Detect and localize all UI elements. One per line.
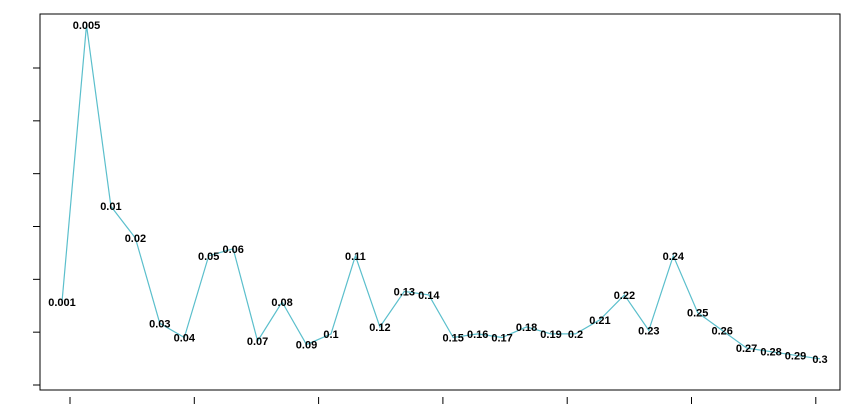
y-axis-ticks [33,67,40,386]
point-label-21: 0.2 [568,329,583,341]
point-label-29: 0.28 [760,347,781,359]
point-label-2: 0.01 [100,201,121,213]
point-label-19: 0.18 [516,322,537,334]
x-axis-ticks [69,397,817,404]
point-label-18: 0.17 [491,333,512,345]
point-label-16: 0.15 [442,333,463,345]
series-line [61,25,821,360]
point-label-7: 0.06 [222,244,243,256]
point-label-15: 0.14 [418,290,440,302]
plot-frame [39,13,841,391]
point-label-1: 0.005 [73,20,101,32]
point-label-5: 0.04 [174,333,196,345]
point-label-4: 0.03 [149,318,170,330]
point-label-0: 0.001 [48,297,76,309]
point-label-17: 0.16 [467,329,488,341]
point-labels: 0.001 0.005 0.01 0.02 0.03 0.04 0.050.06 0.07 0.… [48,20,827,366]
point-label-31: 0.3 [812,354,827,366]
point-label-27: 0.26 [711,325,732,337]
point-label-9: 0.08 [271,297,292,309]
point-label-25: 0.24 [663,251,685,263]
point-label-8: 0.07 [247,336,268,348]
point-label-23: 0.22 [614,290,635,302]
point-label-6: 0.05 [198,251,219,263]
point-label-10: 0.09 [296,340,317,352]
point-label-22: 0.21 [589,315,610,327]
point-label-28: 0.27 [736,343,757,355]
point-label-30: 0.29 [785,350,806,362]
point-label-24: 0.23 [638,325,659,337]
point-label-3: 0.02 [125,233,146,245]
point-label-12: 0.11 [345,251,366,263]
point-label-11: 0.1 [323,329,338,341]
point-label-26: 0.25 [687,308,708,320]
point-label-20: 0.19 [540,329,561,341]
point-label-14: 0.13 [394,286,415,298]
point-label-13: 0.12 [369,322,390,334]
